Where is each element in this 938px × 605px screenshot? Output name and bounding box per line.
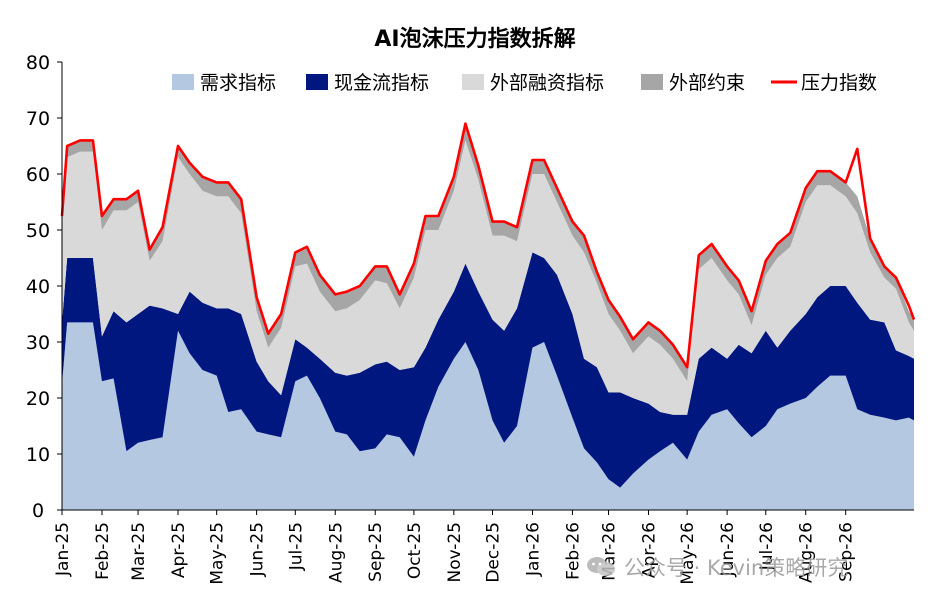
legend-swatch	[306, 74, 328, 90]
series-area-3	[62, 140, 914, 415]
legend-swatch	[172, 74, 194, 90]
x-tick-label: Aug-25	[326, 522, 346, 583]
y-tick-label: 40	[26, 276, 50, 298]
x-tick-label: May-26	[678, 522, 698, 585]
legend-swatch	[462, 74, 484, 90]
legend-label: 外部融资指标	[490, 72, 604, 94]
x-tick-label: Dec-25	[484, 522, 504, 583]
y-tick-label: 70	[26, 108, 50, 130]
x-tick-label: Aug-26	[797, 522, 817, 583]
plot-area	[60, 122, 916, 510]
x-tick-label: Feb-25	[93, 522, 113, 580]
legend-label: 需求指标	[200, 72, 276, 94]
series-area-1	[62, 322, 914, 510]
x-tick-label: Sep-25	[366, 522, 386, 582]
watermark: 公众号 · Kevin策略研究	[586, 552, 848, 582]
x-tick-label: Jul-25	[286, 522, 306, 571]
y-tick-label: 10	[26, 444, 50, 466]
chart-title: AI泡沫压力指数拆解	[374, 26, 575, 52]
x-tick-label: May-25	[208, 522, 228, 585]
y-tick-label: 60	[26, 164, 50, 186]
x-tick-label: Mar-25	[129, 522, 149, 581]
x-tick-label: Jun-25	[248, 522, 268, 577]
y-tick-label: 50	[26, 220, 50, 242]
legend-label: 外部约束	[669, 72, 745, 94]
legend-swatch	[641, 74, 663, 90]
x-tick-label: Oct-25	[405, 522, 425, 579]
x-tick-label: Jan-25	[53, 522, 73, 577]
axes: 0 10 20 30 40 50 60 70 80 Jan-25 Feb-25 Mar-25 Apr-2…	[26, 52, 914, 585]
x-tick-label: Jun-26	[718, 522, 738, 577]
y-tick-label: 80	[26, 52, 50, 74]
wechat-icon	[587, 557, 615, 576]
y-tick-label: 20	[26, 388, 50, 410]
x-tick-label: Feb-26	[563, 522, 583, 580]
x-tick-label: Apr-26	[639, 522, 659, 578]
legend-label: 压力指数	[801, 72, 877, 94]
series-line-pressure-index	[60, 122, 916, 369]
x-tick-label: Nov-25	[445, 522, 465, 583]
legend-label: 现金流指标	[334, 72, 429, 94]
y-tick-label: 30	[26, 332, 50, 354]
series-area-2	[62, 252, 914, 488]
x-tick-label: Sep-26	[837, 522, 857, 582]
x-tick-label: Jul-26	[757, 522, 777, 571]
watermark-text: 公众号 · Kevin策略研究	[624, 556, 849, 580]
legend: 需求指标 现金流指标 外部融资指标 外部约束 压力指数	[172, 72, 877, 94]
x-tick-label: Apr-25	[169, 522, 189, 578]
x-tick-label: Jan-26	[523, 522, 543, 577]
y-tick-label: 0	[32, 500, 44, 522]
